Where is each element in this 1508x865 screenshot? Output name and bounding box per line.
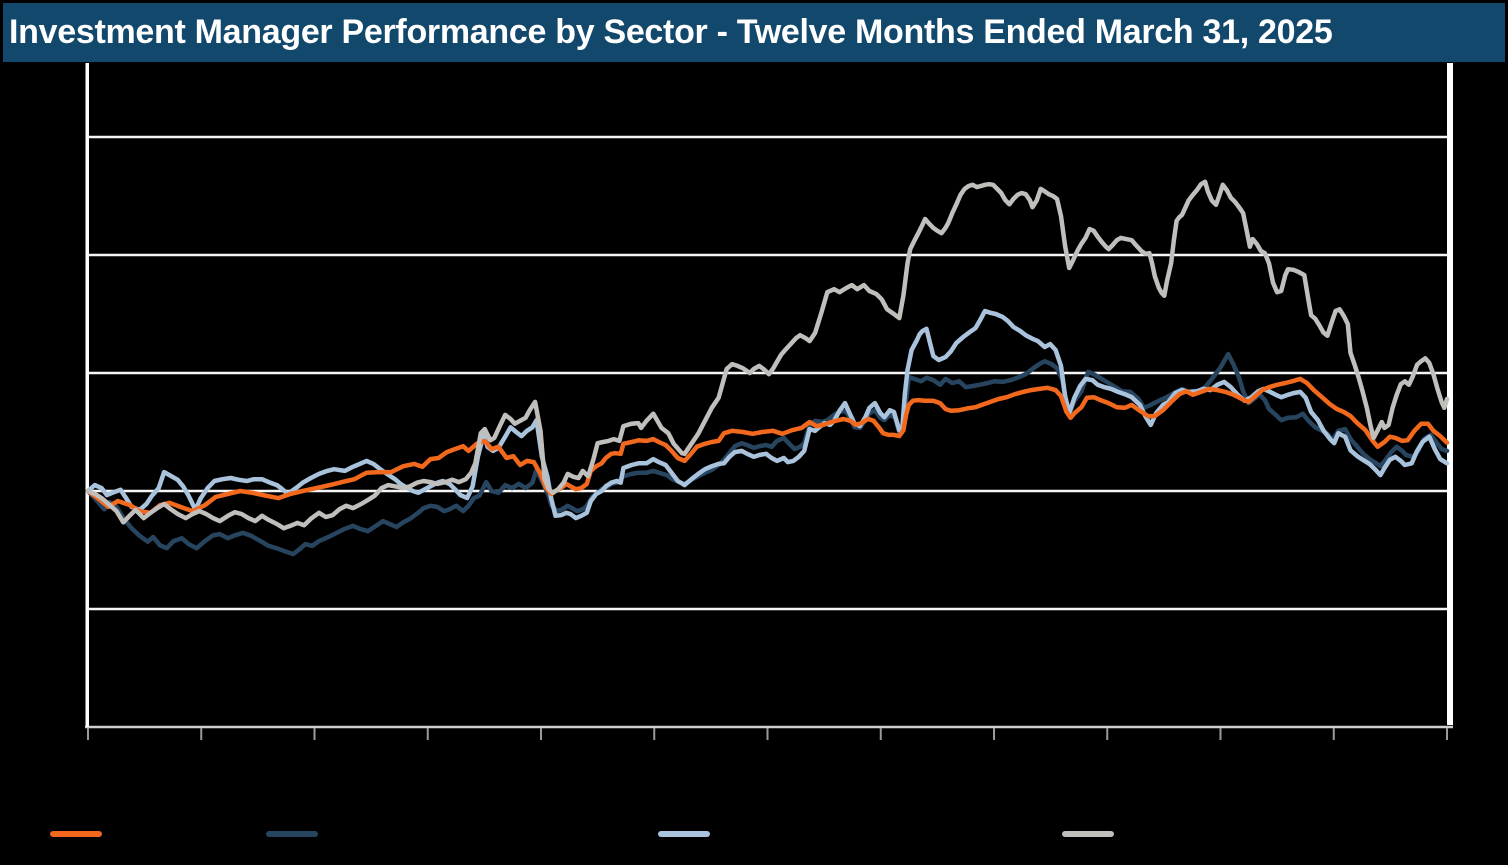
plot-right-border (1447, 63, 1453, 725)
title-bar: Investment Manager Performance by Sector… (3, 3, 1505, 62)
series-line-gray (85, 179, 1450, 531)
series-line-lightblue (85, 308, 1450, 521)
series-line-navy (85, 351, 1450, 557)
y-axis-line (85, 63, 89, 727)
series-line-orange (85, 376, 1450, 516)
page-title: Investment Manager Performance by Sector… (9, 13, 1333, 51)
